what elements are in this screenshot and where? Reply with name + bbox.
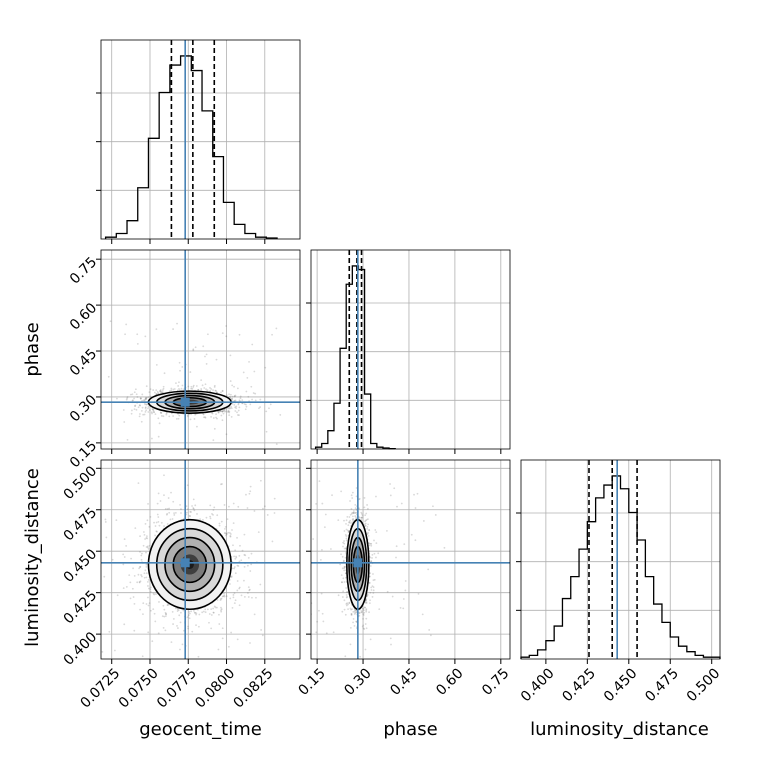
- y-tick-label: 0.500: [61, 463, 101, 503]
- y-tick-label: 0.75: [67, 254, 100, 287]
- x-tick-label: 0.450: [601, 665, 641, 705]
- y-tick-label: 0.45: [67, 346, 100, 379]
- contour: [172, 545, 208, 584]
- x-tick-label: 0.0775: [154, 665, 200, 711]
- contour: [155, 527, 224, 602]
- x-tick-label: 0.475: [642, 665, 682, 705]
- y-tick-label: 0.450: [61, 546, 101, 586]
- panel-geocent_time-phase: [100, 249, 301, 450]
- panel-phase-luminosity_distance: [310, 459, 511, 660]
- x-axis-label-luminosity-distance: luminosity_distance: [530, 719, 709, 740]
- contour: [147, 518, 232, 611]
- x-tick-label: 0.15: [296, 665, 329, 698]
- y-tick-label: 0.60: [67, 300, 100, 333]
- histogram-step: [104, 55, 278, 239]
- y-tick-label: 0.425: [61, 588, 101, 628]
- y-tick-label: 0.400: [61, 629, 101, 669]
- y-tick-label: 0.475: [61, 505, 101, 545]
- x-tick-label: 0.500: [684, 665, 724, 705]
- x-tick-label: 0.60: [433, 665, 466, 698]
- histogram-step: [314, 265, 396, 450]
- histogram-luminosity_distance: [516, 459, 721, 660]
- y-axis-label-luminosity-distance: luminosity_distance: [22, 468, 43, 647]
- x-tick-label: 0.0800: [192, 665, 238, 711]
- x-tick-label: 0.75: [479, 665, 512, 698]
- x-axis-label-geocent-time: geocent_time: [139, 719, 262, 740]
- panel-geocent_time-luminosity_distance: [100, 459, 301, 660]
- x-tick-label: 0.0750: [116, 665, 162, 711]
- truth-marker: [180, 397, 190, 407]
- x-tick-label: 0.0725: [77, 665, 123, 711]
- y-tick-label: 0.30: [67, 392, 100, 425]
- histogram-step: [520, 475, 721, 659]
- x-tick-label: 0.30: [341, 665, 374, 698]
- y-axis-label-phase: phase: [22, 322, 43, 376]
- x-tick-label: 0.400: [518, 665, 558, 705]
- contour: [164, 536, 216, 593]
- histogram-phase: [306, 249, 511, 450]
- y-tick-label: 0.15: [67, 438, 100, 471]
- x-tick-label: 0.0825: [231, 665, 277, 711]
- truth-marker: [353, 558, 363, 568]
- truth-marker: [180, 558, 190, 568]
- x-axis-label-phase: phase: [383, 719, 437, 740]
- histogram-geocent_time: [96, 39, 301, 240]
- x-tick-label: 0.425: [559, 665, 599, 705]
- x-tick-label: 0.45: [387, 665, 420, 698]
